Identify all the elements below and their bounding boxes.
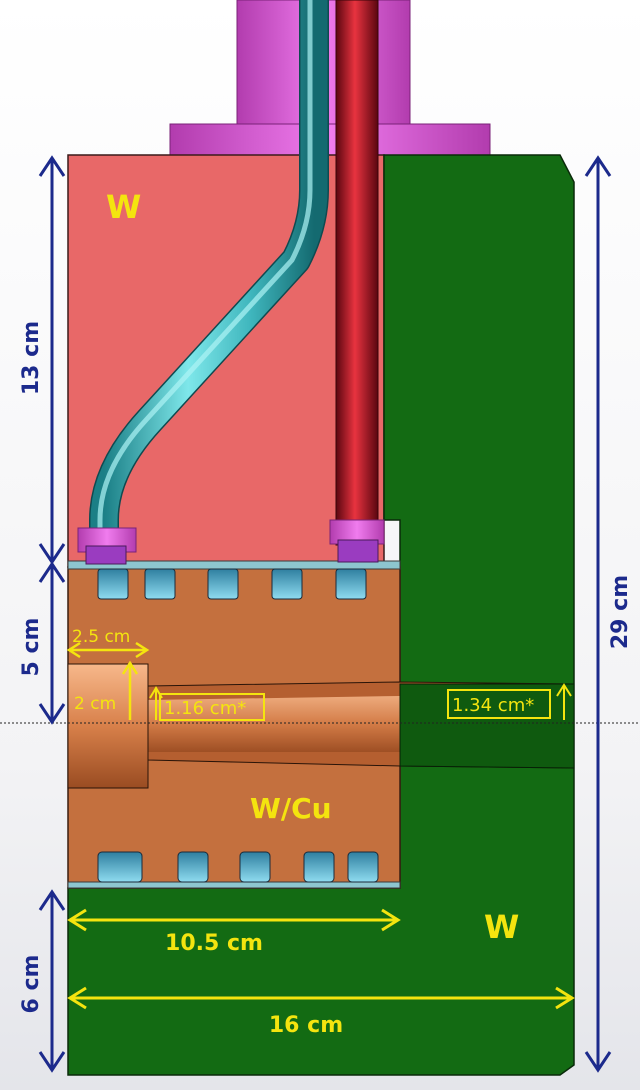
label-wcu: W/Cu <box>250 792 332 825</box>
dimension-1-34cm-label: 1.34 cm* <box>452 695 534 716</box>
dimension-2cm-label: 2 cm <box>74 694 116 714</box>
dimension-5cm <box>38 561 66 725</box>
label-w-bottom: W <box>484 908 519 946</box>
dimension-13cm-label: 13 cm <box>19 321 44 395</box>
dimension-16cm <box>67 986 575 1010</box>
dimension-29cm-label: 29 cm <box>608 575 633 649</box>
bottom-cooling-channels <box>97 851 379 883</box>
dimension-5cm-label: 5 cm <box>19 618 44 677</box>
dimension-2cm <box>121 660 139 720</box>
wcu-bottom-plate <box>67 881 401 889</box>
dimension-29cm <box>584 155 612 1073</box>
dimension-10-5cm <box>67 908 401 932</box>
dimension-16cm-label: 16 cm <box>269 1013 343 1038</box>
cyan-coolant-tube <box>77 0 329 565</box>
red-coolant-tube <box>329 0 385 563</box>
dimension-6cm <box>38 889 66 1073</box>
dimension-1-16cm-label: 1.16 cm* <box>164 698 246 719</box>
label-w-top: W <box>106 188 141 226</box>
dimension-1-34cm <box>447 683 572 720</box>
dimension-1-16cm <box>149 686 265 721</box>
top-flange <box>169 0 491 157</box>
dimension-2-5cm-label: 2.5 cm <box>72 627 130 647</box>
right-tungsten-block <box>67 154 575 1076</box>
dimension-6cm-label: 6 cm <box>19 955 44 1014</box>
dimension-2-5cm <box>66 641 150 659</box>
dimension-10-5cm-label: 10.5 cm <box>165 931 263 956</box>
top-cooling-channels <box>97 568 367 600</box>
beam-bore <box>67 663 575 789</box>
